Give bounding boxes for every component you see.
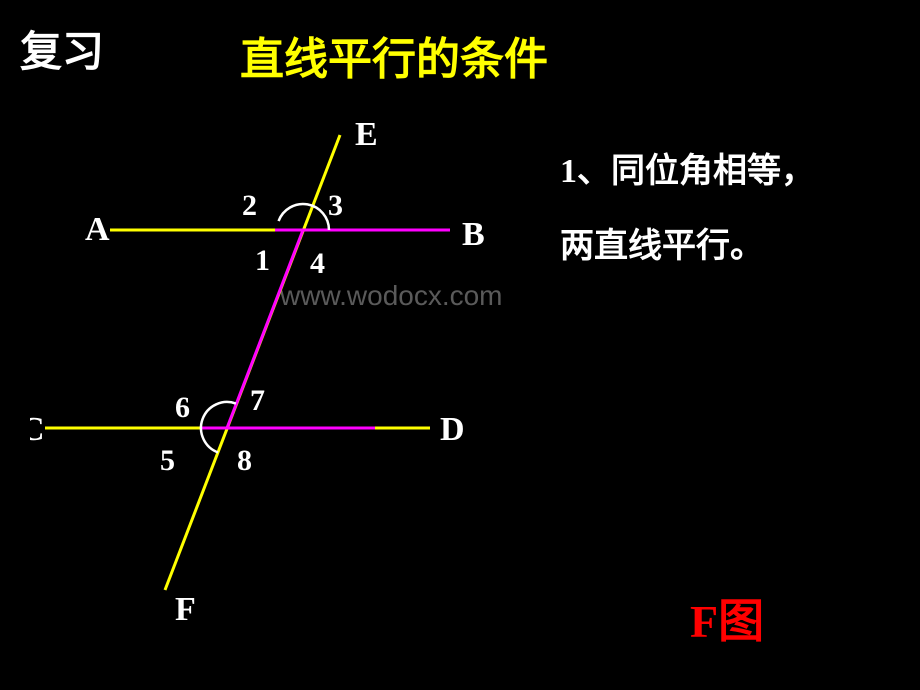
angle-5: 5 bbox=[160, 444, 175, 477]
rule-text: 1、同位角相等，两直线平行。 bbox=[560, 135, 815, 285]
label-c: C bbox=[30, 411, 45, 448]
label-e: E bbox=[355, 116, 378, 153]
angle-7: 7 bbox=[250, 384, 265, 417]
angle-8: 8 bbox=[237, 444, 252, 477]
geometry-diagram: E A B C D F 1 2 3 4 5 6 7 8 bbox=[30, 110, 530, 655]
angle-6: 6 bbox=[175, 391, 190, 424]
label-f: F bbox=[175, 591, 196, 628]
label-d: D bbox=[440, 411, 465, 448]
page-title: 直线平行的条件 bbox=[240, 23, 548, 87]
angle-3: 3 bbox=[328, 189, 343, 222]
label-b: B bbox=[462, 216, 485, 253]
review-label: 复习 bbox=[20, 18, 104, 79]
angle-1: 1 bbox=[255, 244, 270, 277]
label-a: A bbox=[85, 211, 110, 248]
figure-label: F图 bbox=[690, 585, 764, 651]
angle-4: 4 bbox=[310, 247, 325, 280]
angle-2: 2 bbox=[242, 189, 257, 222]
